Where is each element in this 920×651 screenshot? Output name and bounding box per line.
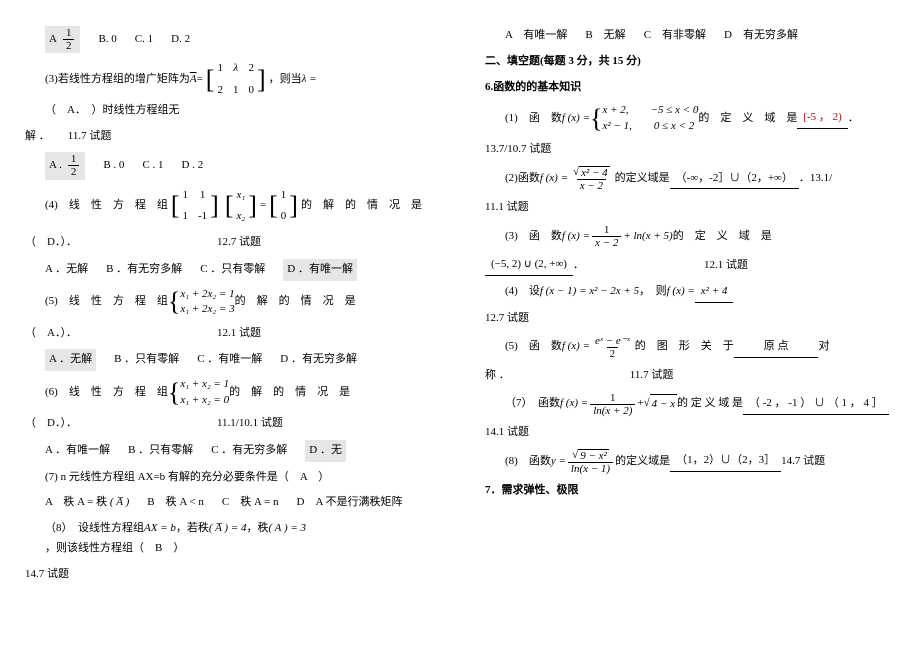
q3-line2: 解 ． 11.7 试题 (25, 127, 435, 147)
rq5-ans: 原 点 (734, 337, 819, 358)
q6-a: A ．有唯一解 (45, 441, 110, 461)
opt-a-label: A (49, 30, 57, 50)
q6-d: D ．无 (305, 440, 346, 462)
rq2-ans: （-∞，-2］∪（2，+∞） (670, 169, 799, 190)
top-d: D 有无穷多解 (724, 26, 798, 46)
right-column: A 有唯一解 B 无解 C 有非零解 D 有无穷多解 二、填空题(每题 3 分，… (460, 0, 920, 610)
q5-a: A ．无解 (45, 349, 96, 371)
rq3-ans-line: (−5, 2) ∪ (2, +∞) ． 12.1 试题 (485, 255, 895, 276)
q5-post: 的 解 的 情 况 是 (235, 292, 356, 312)
q7-c: C 秩 A = n (222, 493, 279, 513)
q4-line1: (4) 线 性 方 程 组 [ 11 1-1 ] [ x₁x₂ ] = [ 10… (25, 186, 435, 228)
rq4-tag: 12.7 试题 (485, 309, 895, 329)
q5-c: C ．有唯一解 (197, 350, 262, 370)
q5-line1: (5) 线 性 方 程 组 { x₁ + 2x₂ = 1 x₁ + 2x₂ = … (25, 287, 435, 318)
top-opts: A 有唯一解 B 无解 C 有非零解 D 有无穷多解 (485, 26, 895, 46)
q4-d: D ．有唯一解 (283, 259, 357, 281)
rq2-tag-r: 13.1/ (810, 169, 832, 189)
rq1-tag: 13.7/10.7 试题 (485, 140, 895, 160)
q6-opts: A ．有唯一解 B ．只有零解 C ．有无穷多解 D ．无 (25, 440, 435, 462)
opt-d: D. 2 (171, 30, 190, 50)
q6-line2: （ D．）． 11.1/10.1 试题 (25, 414, 435, 434)
q6-pre: (6) 线 性 方 程 组 (45, 383, 168, 403)
left-column: A 12 B. 0 C. 1 D. 2 (3)若线性方程组的增广矩阵为 A = … (0, 0, 460, 610)
q4-pre: (4) 线 性 方 程 组 (45, 196, 168, 216)
rq8-tag: 14.7 试题 (781, 452, 825, 472)
q6-line1: (6) 线 性 方 程 组 { x₁ + x₂ = 1 x₁ + x₂ = 0 … (25, 377, 435, 408)
rq5-tag: 11.7 试题 (630, 366, 674, 386)
q4-line2: （ D．）． 12.7 试题 (25, 233, 435, 253)
rq2: (2)函数 f (x) = x² − 4 x − 2 的定义域是 （-∞，-2］… (485, 166, 895, 192)
q3-A: A (190, 70, 197, 90)
q7-a: A 秩 A = 秩 ( A̅ ) (45, 493, 129, 513)
rq1-ans: [-5 ， 2) (797, 108, 848, 129)
q3-lam: λ = (302, 70, 317, 90)
q7-text: (7) n 元线性方程组 AX=b 有解的充分必要条件是（ A ） (25, 468, 435, 488)
topic-7: 7．需求弹性、极限 (485, 481, 895, 501)
section-2-title: 二、填空题(每题 3 分，共 15 分) (485, 52, 895, 72)
q3-line1: (3)若线性方程组的增广矩阵为 A = [ 1λ2 210 ] ，则当 λ = … (25, 59, 435, 120)
rq5: (5) 函 数 f (x) = eˣ − e⁻ˣ2 的 图 形 关 于 原 点 … (485, 335, 895, 360)
q6-c: C ．有无穷多解 (211, 441, 287, 461)
rq7: （7） 函数 f (x) = 1ln(x + 2) + 4 − x 的 定 义 … (485, 392, 895, 417)
top-a: A 有唯一解 (505, 26, 567, 46)
q6-b: B ．只有零解 (128, 441, 193, 461)
q7-opts: A 秩 A = 秩 ( A̅ ) B 秩 A < n C 秩 A = n D A… (25, 493, 435, 513)
rq7-ans: （ -2 ， -1 ） ∪ （ 1 ， 4 ］ (743, 394, 889, 415)
q7-b: B 秩 A < n (147, 493, 204, 513)
opt2-b: B . 0 (103, 156, 124, 176)
q-opts-1: A 12 B. 0 C. 1 D. 2 (25, 26, 435, 53)
rq8-ans: （1，2）∪（2，3］ (670, 451, 781, 472)
q4-tag: 12.7 试题 (217, 233, 261, 253)
top-c: C 有非零解 (644, 26, 706, 46)
q5-tag: 12.1 试题 (217, 324, 261, 344)
opt-a: A 12 (45, 26, 80, 53)
q6-post: 的 解 的 情 况 是 (229, 383, 350, 403)
q3-tag: 11.7 试题 (68, 127, 112, 147)
q-opts-2: A . 12 B . 0 C . 1 D . 2 (25, 152, 435, 179)
q8-tag: 14.7 试题 (25, 565, 435, 585)
q6-tag: 11.1/10.1 试题 (217, 414, 283, 434)
q5-line2: （ A．）． 12.1 试题 (25, 324, 435, 344)
top-b: B 无解 (585, 26, 625, 46)
q3-mid: ，则当 (269, 70, 302, 90)
q3-ans: （ A． ）时线性方程组无 (45, 101, 179, 121)
q8-line: （8） 设线性方程组 AX = b ，若秩 ( A̅ ) = 4 ，秩 ( A … (25, 519, 435, 559)
q3-pre: (3)若线性方程组的增广矩阵为 (45, 70, 190, 90)
rq5-line2: 称 ． 11.7 试题 (485, 366, 895, 386)
opt2-d: D . 2 (182, 156, 204, 176)
q4-b: B ．有无穷多解 (106, 260, 182, 280)
q5-opts: A ．无解 B ．只有零解 C ．有唯一解 D ．有无穷多解 (25, 349, 435, 371)
opt-b: B. 0 (98, 30, 116, 50)
opt2-a: A . 12 (45, 152, 85, 179)
q5-b: B ．只有零解 (114, 350, 179, 370)
rq3-tag: 12.1 试题 (704, 256, 748, 276)
opt-c: C. 1 (135, 30, 153, 50)
rq3-ans: (−5, 2) ∪ (2, +∞) (485, 255, 573, 276)
rq4: (4) 设 f (x − 1) = x² − 2x + 5 ， 则 f (x) … (485, 282, 895, 303)
opt2-c: C . 1 (142, 156, 163, 176)
rq2-tag: 11.1 试题 (485, 198, 895, 218)
q5-d: D ．有无穷多解 (280, 350, 357, 370)
rq3: (3) 函 数 f (x) = 1x − 2 + ln(x + 5) 的 定 义… (485, 224, 895, 249)
rq4-ans: x² + 4 (695, 282, 734, 303)
rq1: (1) 函 数 f (x) = { x + 2, −5 ≤ x < 0 x² −… (485, 103, 895, 134)
q4-c: C ．只有零解 (200, 260, 265, 280)
q4-opts: A ．无解 B ．有无穷多解 C ．只有零解 D ．有唯一解 (25, 259, 435, 281)
q5-pre: (5) 线 性 方 程 组 (45, 292, 168, 312)
topic-6: 6.函数的的基本知识 (485, 78, 895, 98)
q7-d: D A 不是行满秩矩阵 (297, 493, 403, 513)
q4-post: 的 解 的 情 况 是 (301, 196, 422, 216)
rq8: (8) 函数 y = 9 − x² ln(x − 1) 的定义域是 （1，2）∪… (485, 449, 895, 475)
q4-a: A ．无解 (45, 260, 88, 280)
rq7-tag: 14.1 试题 (485, 423, 895, 443)
